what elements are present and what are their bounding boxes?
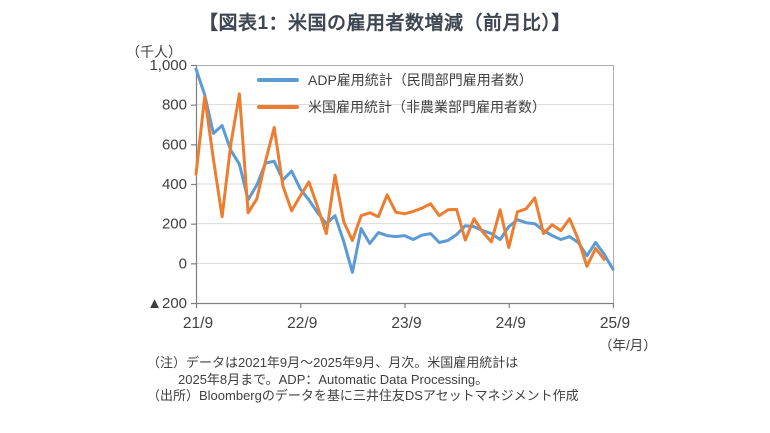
y-axis-tick-label: 400	[162, 176, 187, 193]
note-line-2: 2025年8月まで。ADP：Automatic Data Processing。	[178, 371, 489, 387]
note-line-3: （出所）Bloombergのデータを基に三井住友DSアセットマネジメント作成	[147, 388, 579, 403]
chart-title: 【図表1：米国の雇用者数増減（前月比）】	[198, 13, 572, 34]
x-axis-tick-label: 21/9	[183, 315, 213, 332]
y-axis-tick-label: 1,000	[149, 57, 187, 74]
legend-item-nfp: 米国雇用統計（非農業部門雇用者数）	[257, 98, 546, 116]
y-axis-tick-label: 0	[179, 255, 187, 272]
y-axis-tick-label: 800	[162, 97, 187, 114]
y-axis-tick-label: 200	[162, 216, 187, 233]
y-axis-unit-label: （千人）	[126, 44, 182, 60]
x-axis-tick-label: 23/9	[391, 315, 421, 332]
legend-item-adp: ADP雇用統計（民間部門雇用者数）	[257, 71, 546, 89]
note-line-1: （注）データは2021年9月～2025年9月、月次。米国雇用統計は	[147, 355, 519, 370]
y-axis-tick-label: 600	[162, 136, 187, 153]
x-axis-tick-label: 22/9	[287, 315, 317, 332]
legend-label-nfp: 米国雇用統計（非農業部門雇用者数）	[308, 99, 546, 115]
nfp-series-line	[194, 92, 606, 268]
x-axis-unit-label: （年/月）	[599, 338, 657, 353]
x-axis-tick-label: 24/9	[496, 315, 526, 332]
legend-label-adp: ADP雇用統計（民間部門雇用者数）	[308, 72, 533, 88]
y-axis-tick-label: ▲200	[147, 295, 187, 312]
footnotes: （注）データは2021年9月～2025年9月、月次。米国雇用統計は 2025年8…	[147, 355, 579, 405]
x-axis-tick-label: 25/9	[600, 315, 630, 332]
nfp-line-swatch	[257, 105, 299, 109]
chart-legend: ADP雇用統計（民間部門雇用者数） 米国雇用統計（非農業部門雇用者数）	[257, 71, 546, 116]
adp-line-swatch	[257, 78, 299, 82]
